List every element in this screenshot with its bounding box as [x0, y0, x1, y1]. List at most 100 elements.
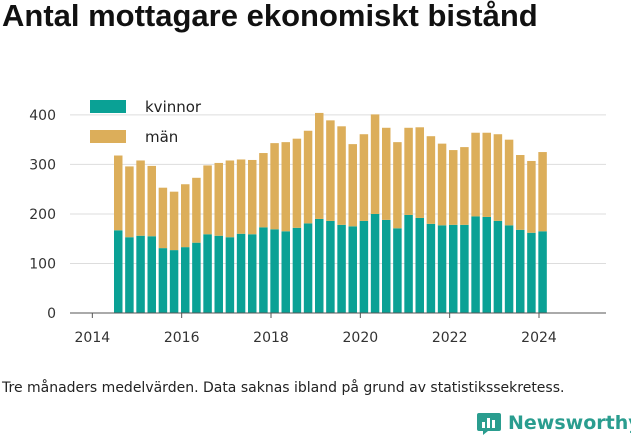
y-tick-label: 0	[47, 306, 56, 322]
bar-chart-logo-icon	[477, 413, 501, 435]
bar-series	[114, 112, 547, 313]
x-tick-label: 2022	[432, 330, 468, 346]
x-tick-label: 2016	[164, 330, 200, 346]
brand-logo[interactable]: Newsworthy	[476, 410, 631, 436]
bar-kvinnor	[114, 230, 123, 313]
legend: kvinnor män	[90, 98, 202, 146]
bar-man	[538, 152, 547, 232]
x-tick-label: 2024	[521, 330, 557, 346]
bar-kvinnor	[527, 232, 536, 313]
bar-kvinnor	[270, 229, 279, 313]
bar-kvinnor	[348, 226, 357, 313]
bar-man	[248, 159, 257, 235]
bar-man	[225, 160, 235, 238]
bar-man	[527, 160, 536, 233]
bar-man	[158, 187, 168, 249]
bar-kvinnor	[281, 231, 290, 313]
bar-man	[437, 143, 447, 226]
bar-kvinnor	[359, 220, 369, 313]
legend-label: kvinnor	[145, 98, 202, 116]
bar-man	[348, 144, 357, 227]
bar-man	[303, 130, 313, 224]
bar-man	[181, 184, 190, 248]
x-axis-tick-labels: 2014 2016 2018 2020 2022 2024	[75, 330, 557, 346]
bar-man	[370, 114, 380, 214]
bar-kvinnor	[292, 227, 302, 313]
bar-kvinnor	[437, 225, 447, 313]
bar-man	[415, 127, 424, 218]
bar-man	[192, 177, 201, 243]
bar-man	[337, 126, 346, 225]
bar-man	[359, 134, 369, 221]
bar-man	[147, 165, 156, 237]
bar-kvinnor	[214, 235, 223, 313]
y-tick-label: 300	[29, 157, 56, 173]
bar-kvinnor	[225, 237, 235, 313]
bar-kvinnor	[449, 224, 458, 313]
bar-man	[292, 138, 302, 228]
bar-kvinnor	[315, 218, 324, 313]
bar-man	[214, 162, 223, 236]
bar-kvinnor	[259, 227, 268, 313]
legend-swatch	[90, 100, 126, 113]
bar-man	[449, 150, 458, 225]
bar-man	[136, 160, 145, 236]
chart-title: Antal mottagare ekonomiskt bistånd	[2, 0, 538, 33]
bar-kvinnor	[192, 242, 201, 313]
bar-man	[203, 165, 212, 235]
bar-man	[516, 155, 525, 230]
bar-kvinnor	[370, 213, 380, 313]
bar-kvinnor	[169, 250, 179, 313]
bar-kvinnor	[236, 233, 246, 313]
y-tick-label: 400	[29, 108, 56, 124]
bar-kvinnor	[125, 237, 134, 313]
bar-man	[471, 132, 480, 217]
x-axis	[70, 312, 606, 318]
bar-kvinnor	[538, 231, 547, 313]
bar-kvinnor	[460, 224, 469, 313]
brand-name: Newsworthy	[508, 412, 631, 434]
bar-kvinnor	[147, 236, 156, 313]
bar-man	[326, 120, 335, 221]
bar-man	[315, 112, 324, 219]
bar-kvinnor	[493, 220, 503, 313]
bar-man	[404, 127, 413, 215]
bar-kvinnor	[482, 216, 491, 313]
x-tick-label: 2018	[253, 330, 289, 346]
bar-man	[114, 155, 123, 231]
bar-kvinnor	[303, 223, 313, 313]
bar-man	[125, 166, 134, 238]
x-tick-label: 2014	[75, 330, 111, 346]
bar-kvinnor	[516, 229, 525, 313]
bar-kvinnor	[181, 247, 190, 313]
bar-kvinnor	[326, 220, 335, 313]
bar-man	[482, 132, 491, 217]
x-tick-label: 2020	[343, 330, 379, 346]
bar-man	[281, 142, 290, 232]
bar-man	[504, 139, 514, 226]
bar-man	[270, 143, 279, 230]
bar-man	[393, 142, 402, 229]
bar-kvinnor	[404, 214, 413, 313]
bar-kvinnor	[415, 217, 424, 313]
bar-kvinnor	[136, 235, 145, 313]
legend-label: män	[145, 128, 178, 146]
bar-man	[236, 159, 246, 234]
bar-man	[259, 153, 268, 228]
bar-kvinnor	[337, 224, 346, 313]
bar-kvinnor	[382, 219, 391, 313]
bar-man	[426, 136, 436, 224]
stacked-bar-chart: 0 100 200 300 400 2014 2016 2018 2020 2022 2024 k…	[29, 98, 606, 346]
bar-kvinnor	[426, 223, 436, 313]
bar-man	[169, 191, 179, 251]
chart-caption: Tre månaders medelvärden. Data saknas ib…	[2, 380, 565, 396]
y-tick-label: 100	[29, 256, 56, 272]
bar-man	[382, 127, 391, 220]
legend-swatch	[90, 130, 126, 143]
bar-kvinnor	[393, 228, 402, 313]
bar-kvinnor	[471, 216, 480, 313]
bar-kvinnor	[158, 248, 168, 313]
bar-man	[493, 134, 503, 221]
bar-kvinnor	[504, 225, 514, 313]
bar-kvinnor	[248, 234, 257, 313]
